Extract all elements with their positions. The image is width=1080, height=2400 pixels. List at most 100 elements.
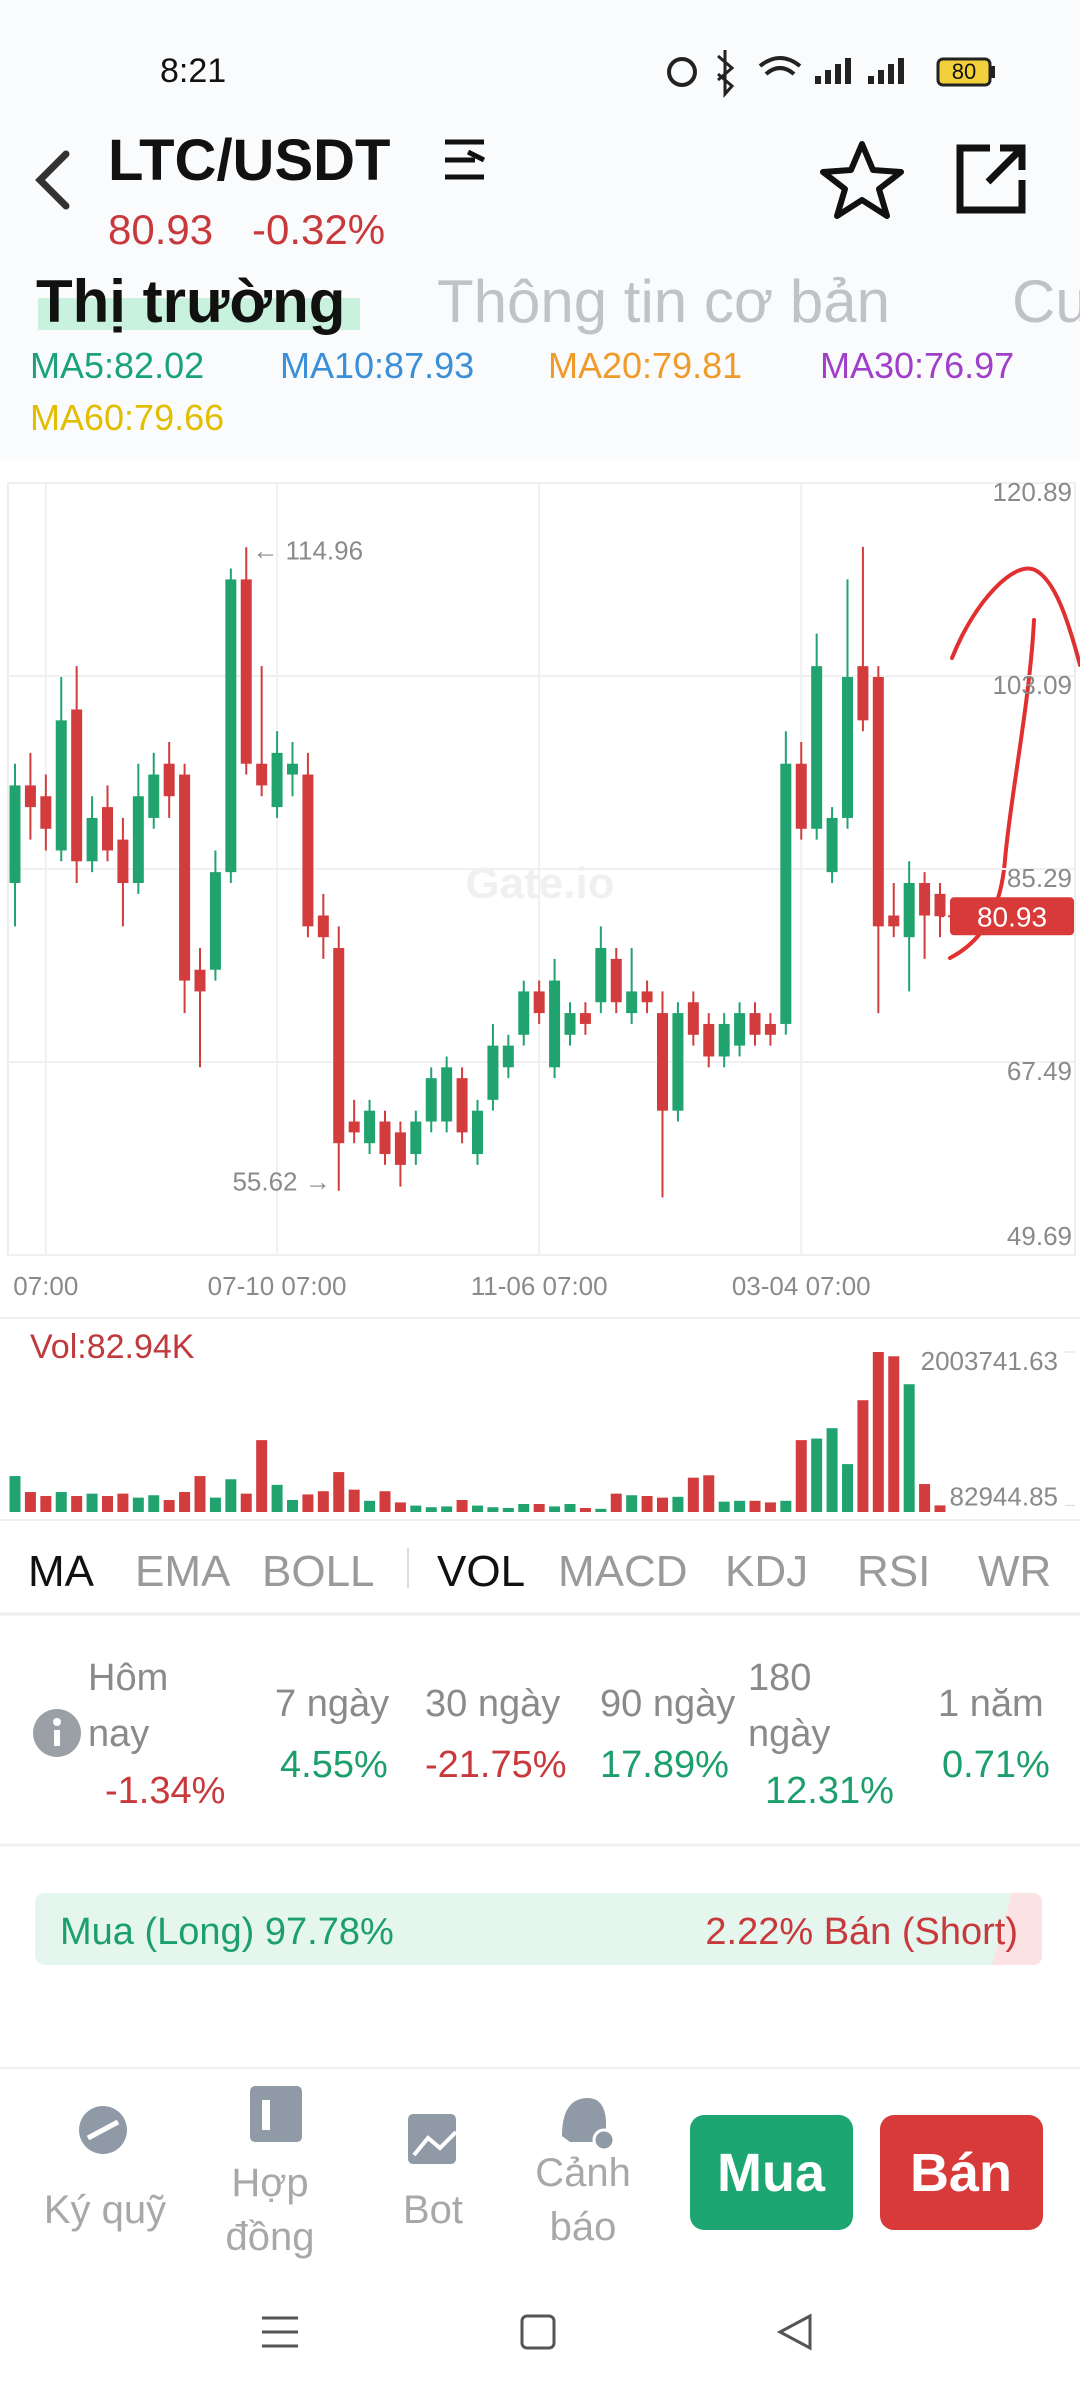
candle-body bbox=[764, 1023, 776, 1035]
tab[interactable]: Cu bbox=[1012, 268, 1080, 335]
volume-bar bbox=[40, 1496, 52, 1512]
indicator-tab[interactable]: MACD bbox=[558, 1547, 688, 1596]
volume-bar bbox=[780, 1500, 792, 1512]
volume-bar bbox=[394, 1502, 406, 1512]
status-time: 8:21 bbox=[160, 52, 226, 90]
candle-body bbox=[410, 1121, 422, 1155]
price-clip: 80.93 -0.32% bbox=[108, 206, 385, 248]
volume-bar bbox=[425, 1507, 437, 1512]
info-icon[interactable] bbox=[17, 1693, 97, 1773]
volume-bar bbox=[811, 1438, 823, 1512]
volume-bar bbox=[333, 1472, 345, 1512]
candle-body bbox=[194, 969, 206, 992]
short-portion bbox=[992, 1893, 1042, 1965]
candle-body bbox=[579, 1013, 591, 1024]
candle-body bbox=[872, 676, 884, 927]
volume-bar bbox=[302, 1494, 314, 1512]
candle-body bbox=[71, 709, 83, 862]
x-tick-label: 11-06 07:00 bbox=[471, 1271, 608, 1301]
back-button[interactable] bbox=[35, 150, 70, 210]
sell-label[interactable]: Bán bbox=[910, 2143, 1012, 2203]
volume-bar bbox=[919, 1484, 931, 1512]
volume-bar bbox=[795, 1440, 807, 1512]
sell-button[interactable] bbox=[880, 2115, 1043, 2230]
volume-bar bbox=[179, 1492, 191, 1512]
candle-body bbox=[734, 1013, 746, 1046]
indicator-tab[interactable]: BOLL bbox=[262, 1547, 375, 1596]
volume-bar bbox=[888, 1356, 900, 1512]
recent-apps[interactable] bbox=[262, 2316, 298, 2348]
volume-bar bbox=[24, 1492, 36, 1512]
candle-body bbox=[256, 763, 268, 786]
system-nav bbox=[262, 2313, 812, 2351]
indicator-tab-active[interactable]: VOL bbox=[437, 1547, 525, 1596]
candle-body bbox=[487, 1045, 499, 1100]
candle-body bbox=[441, 1067, 453, 1122]
volume-bar bbox=[549, 1506, 561, 1512]
volume-bar bbox=[317, 1491, 329, 1512]
candle-body bbox=[287, 763, 298, 775]
ma-legend: MA30:76.97 bbox=[820, 345, 1014, 386]
volume-bar bbox=[240, 1493, 252, 1512]
candle-body bbox=[379, 1121, 391, 1155]
share-button[interactable] bbox=[956, 144, 1026, 214]
volume-bar bbox=[734, 1500, 746, 1512]
tab-active[interactable]: Thị trường bbox=[36, 268, 345, 335]
candle-body bbox=[934, 893, 946, 917]
perf-label: 90 ngày bbox=[600, 1683, 736, 1725]
x-tick-label: 03-04 07:00 bbox=[732, 1271, 871, 1301]
candle-body bbox=[102, 807, 113, 851]
candle-body bbox=[533, 991, 545, 1014]
candle-body bbox=[718, 1023, 730, 1057]
nav-label[interactable]: Bot bbox=[402, 2188, 464, 2232]
candle-body bbox=[518, 991, 530, 1035]
y-tick-label: 49.69 bbox=[1007, 1221, 1072, 1251]
home[interactable] bbox=[520, 2314, 556, 2350]
perf-label: Hôm nay bbox=[88, 1657, 169, 1755]
volume-bar bbox=[487, 1507, 499, 1512]
favorite-star[interactable] bbox=[820, 141, 904, 219]
pair-title[interactable]: LTC/USDT bbox=[108, 128, 390, 193]
candle-body bbox=[795, 763, 807, 829]
candle-body bbox=[672, 1013, 684, 1111]
back[interactable] bbox=[776, 2313, 812, 2351]
candle-body bbox=[595, 948, 607, 1003]
candle-body bbox=[225, 579, 237, 873]
short-ratio: 2.22% Bán (Short) bbox=[705, 1911, 1018, 1953]
volume-bar bbox=[256, 1440, 268, 1512]
candle-body bbox=[472, 1110, 483, 1155]
candle-body bbox=[842, 676, 853, 818]
candle-body bbox=[148, 774, 160, 818]
candle-body bbox=[888, 915, 900, 927]
indicator-tab[interactable]: WR bbox=[978, 1547, 1051, 1596]
long-ratio: Mua (Long) 97.78% bbox=[60, 1911, 394, 1953]
volume-bar bbox=[102, 1496, 113, 1512]
volume-bar bbox=[348, 1489, 360, 1512]
buy-button[interactable] bbox=[690, 2115, 853, 2230]
candle-body bbox=[641, 991, 653, 1003]
indicator-tab[interactable]: RSI bbox=[857, 1547, 930, 1596]
buy-label[interactable]: Mua bbox=[717, 2143, 826, 2203]
candle-body bbox=[240, 579, 252, 764]
candle-body bbox=[394, 1132, 406, 1165]
candle-body bbox=[271, 752, 283, 808]
indicator-tab[interactable]: EMA bbox=[135, 1547, 231, 1596]
candle-body bbox=[919, 882, 931, 916]
tab[interactable]: Thông tin cơ bản bbox=[437, 268, 890, 335]
volume-bar bbox=[610, 1493, 622, 1512]
candle-body bbox=[317, 915, 329, 938]
volume-bar bbox=[657, 1497, 668, 1512]
nav-label[interactable]: Hợp đồng bbox=[225, 2161, 315, 2259]
perf-label: 180 ngày bbox=[748, 1657, 831, 1755]
pair-menu-icon[interactable] bbox=[445, 139, 486, 180]
volume-bar bbox=[209, 1497, 221, 1512]
indicator-tab-active[interactable]: MA bbox=[28, 1547, 95, 1596]
indicator-tab[interactable]: KDJ bbox=[725, 1547, 808, 1596]
nav-label[interactable]: Cảnh báo bbox=[535, 2151, 631, 2249]
ma-legend: MA5:82.02 bbox=[30, 345, 204, 386]
nav-label[interactable]: Ký quỹ bbox=[43, 2188, 167, 2232]
candle-body bbox=[86, 817, 98, 862]
candle-body bbox=[811, 666, 823, 829]
